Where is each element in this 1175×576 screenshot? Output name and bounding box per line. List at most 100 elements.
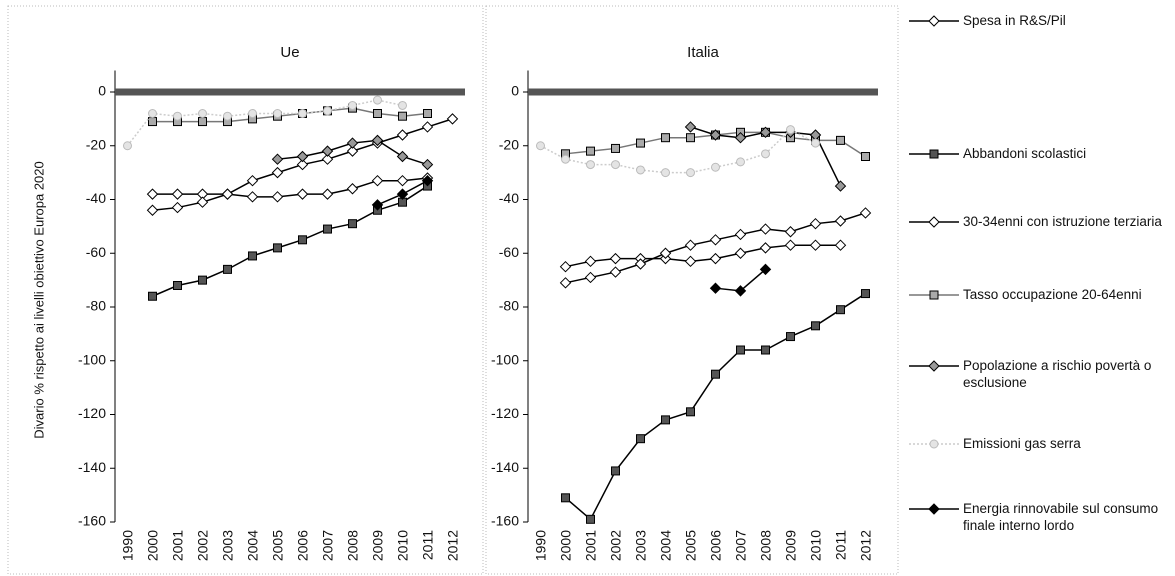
marker — [686, 133, 695, 143]
y-tick-label: -80 — [86, 298, 106, 314]
marker — [786, 125, 795, 135]
marker — [584, 255, 597, 268]
x-tick-label: 2007 — [320, 530, 336, 561]
marker — [836, 135, 845, 145]
marker — [636, 434, 645, 444]
marker — [173, 281, 182, 290]
x-tick-label: 2011 — [833, 530, 849, 560]
marker — [686, 407, 695, 417]
marker — [786, 332, 795, 342]
legend-item: 30-34enni con istruzione terziaria — [905, 213, 1168, 230]
marker — [929, 439, 939, 449]
marker — [861, 152, 870, 161]
marker — [396, 188, 409, 200]
marker — [173, 111, 182, 121]
panel-frame — [485, 5, 899, 575]
marker — [636, 165, 645, 175]
x-tick-label: 2009 — [783, 530, 799, 561]
marker — [348, 100, 357, 110]
marker — [346, 183, 359, 195]
legend-item: Emissioni gas serra — [905, 435, 1168, 452]
marker — [221, 188, 234, 200]
marker — [148, 117, 157, 127]
marker — [421, 174, 434, 187]
marker — [248, 109, 257, 118]
series-line — [565, 292, 866, 521]
marker — [196, 196, 209, 208]
marker — [811, 138, 820, 148]
x-tick-label: 2008 — [345, 530, 361, 561]
marker — [396, 150, 409, 163]
marker — [861, 289, 870, 299]
marker — [223, 264, 232, 274]
marker — [709, 282, 722, 294]
marker — [536, 141, 545, 151]
x-tick-label: 2009 — [370, 530, 386, 561]
y-tick-label: -120 — [78, 405, 106, 421]
marker — [148, 109, 157, 118]
x-tick-label: 2000 — [558, 530, 574, 561]
marker — [761, 149, 770, 159]
marker — [321, 153, 334, 165]
marker — [171, 201, 184, 214]
marker — [198, 275, 207, 285]
x-tick-label: 1990 — [120, 530, 136, 561]
marker — [371, 134, 384, 147]
marker — [929, 290, 939, 300]
marker — [761, 345, 770, 355]
marker — [834, 239, 847, 251]
y-tick-label: -120 — [491, 405, 519, 421]
y-tick-label: -140 — [491, 459, 519, 475]
marker — [811, 321, 820, 331]
marker — [609, 266, 622, 278]
marker — [559, 277, 572, 289]
marker — [198, 109, 207, 118]
panel-frame — [7, 5, 484, 575]
marker — [759, 223, 772, 235]
series-line — [152, 185, 428, 297]
series-line — [152, 177, 428, 198]
marker — [373, 95, 382, 105]
x-tick-label: 2007 — [733, 530, 749, 561]
marker — [711, 162, 720, 172]
legend-item: Tasso occupazione 20-64enni — [905, 286, 1168, 303]
y-tick-label: 0 — [511, 83, 519, 99]
y-tick-label: 0 — [98, 83, 106, 99]
marker — [246, 191, 259, 203]
marker — [146, 188, 159, 200]
legend-label: Spesa in R&S/Pil — [963, 13, 1066, 28]
legend-label: Energia rinnovabile sul consumo finale i… — [963, 501, 1159, 533]
legend-swatch — [909, 503, 959, 515]
marker — [271, 153, 284, 165]
marker — [709, 252, 722, 265]
marker — [396, 174, 409, 187]
marker — [661, 133, 670, 143]
y-axis-label: Divario % rispetto ai livelli obiettivo … — [31, 161, 46, 438]
chart: Divario % rispetto ai livelli obiettivo … — [7, 5, 899, 575]
y-tick-label: -40 — [499, 190, 519, 206]
marker — [198, 117, 207, 127]
x-tick-label: 1990 — [533, 530, 549, 561]
marker — [446, 113, 459, 125]
marker — [123, 141, 132, 151]
legend-swatch — [909, 360, 959, 372]
y-tick-label: -140 — [78, 459, 106, 475]
x-tick-label: 2006 — [708, 530, 724, 561]
x-tick-label: 2000 — [145, 530, 161, 561]
marker — [611, 143, 620, 153]
x-tick-label: 2003 — [220, 530, 236, 561]
series-line — [565, 244, 841, 268]
marker — [661, 168, 670, 178]
x-tick-label: 2001 — [170, 530, 186, 561]
x-tick-label: 2002 — [608, 530, 624, 561]
marker — [636, 138, 645, 148]
marker — [223, 111, 232, 121]
legend-swatch — [909, 15, 959, 27]
y-tick-label: -40 — [86, 190, 106, 206]
marker — [784, 239, 797, 251]
marker — [734, 228, 747, 241]
series-line — [152, 107, 428, 123]
series-line — [540, 128, 816, 174]
marker — [296, 188, 309, 200]
